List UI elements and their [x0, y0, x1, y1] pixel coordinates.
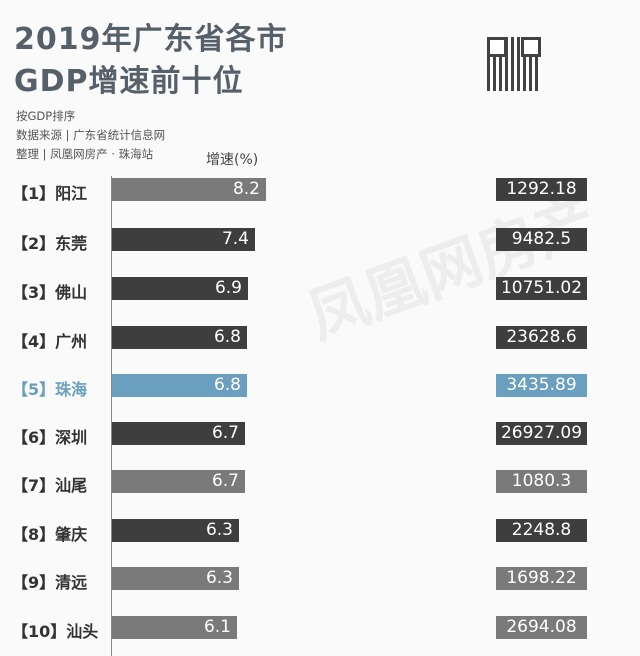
chart-row: 【1】阳江 8.2 1292.18: [0, 178, 640, 203]
growth-bar: 7.4: [112, 228, 255, 251]
category-label: 【5】珠海: [12, 380, 88, 399]
growth-bar: 8.2: [112, 178, 266, 201]
credit-note: 整理 | 凤凰网房产 · 珠海站: [16, 147, 154, 161]
gdp-label: 1292.18: [496, 178, 587, 201]
title-line-1: 2019年广东省各市: [14, 22, 288, 57]
x-axis-label: 增速(%): [206, 152, 259, 168]
growth-bar: 6.3: [112, 519, 239, 542]
growth-bar: 6.7: [112, 470, 245, 493]
category-label: 【8】肇庆: [12, 525, 88, 544]
gdp-label: 10751.02: [496, 277, 587, 300]
growth-bar: 6.1: [112, 616, 237, 639]
qr-code-icon: [487, 37, 541, 91]
growth-bar: 6.9: [112, 277, 248, 300]
sort-note: 按GDP排序: [16, 109, 76, 123]
category-label: 【10】汕头: [12, 622, 99, 641]
gdp-label: 26927.09: [496, 422, 587, 445]
growth-bar: 6.8: [112, 326, 247, 349]
category-label: 【3】佛山: [12, 283, 88, 302]
gdp-label: 9482.5: [496, 228, 587, 251]
gdp-label: 1698.22: [496, 567, 587, 590]
category-label: 【1】阳江: [12, 184, 88, 203]
chart-row: 【3】佛山 6.9 10751.02: [0, 277, 640, 302]
growth-bar: 6.3: [112, 567, 239, 590]
category-label: 【9】清远: [12, 573, 88, 592]
gdp-label: 23628.6: [496, 326, 587, 349]
gdp-label: 2248.8: [496, 519, 587, 542]
chart-row: 【2】东莞 7.4 9482.5: [0, 228, 640, 253]
growth-bar: 6.8: [112, 374, 247, 397]
chart-row: 【8】肇庆 6.3 2248.8: [0, 519, 640, 544]
source-note: 数据来源 | 广东省统计信息网: [16, 128, 166, 142]
category-label: 【7】汕尾: [12, 476, 88, 495]
category-label: 【2】东莞: [12, 234, 88, 253]
growth-bar: 6.7: [112, 422, 245, 445]
chart-row: 【5】珠海 6.8 3435.89: [0, 374, 640, 399]
chart-row: 【4】广州 6.8 23628.6: [0, 326, 640, 351]
title-line-2: GDP增速前十位: [14, 64, 244, 99]
y-axis-line: [111, 176, 112, 656]
chart-row: 【10】汕头 6.1 2694.08: [0, 616, 640, 641]
gdp-label: 2694.08: [496, 616, 587, 639]
chart-row: 【9】清远 6.3 1698.22: [0, 567, 640, 592]
category-label: 【6】深圳: [12, 428, 88, 447]
chart-row: 【6】深圳 6.7 26927.09: [0, 422, 640, 447]
gdp-label: 1080.3: [496, 470, 587, 493]
gdp-label: 3435.89: [496, 374, 587, 397]
category-label: 【4】广州: [12, 332, 88, 351]
chart-row: 【7】汕尾 6.7 1080.3: [0, 470, 640, 495]
